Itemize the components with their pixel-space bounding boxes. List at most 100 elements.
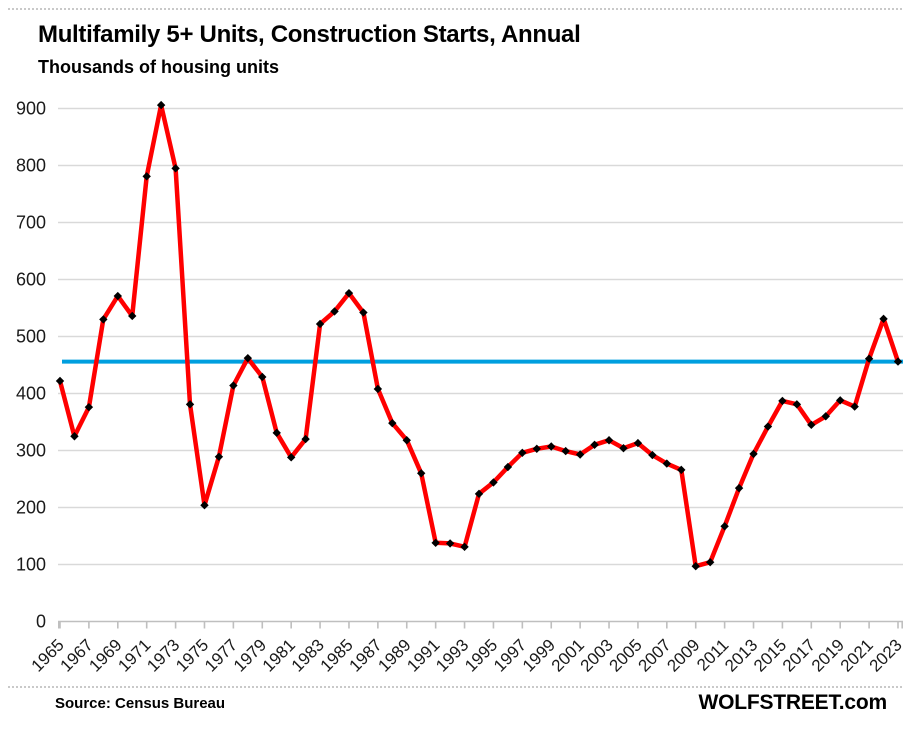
data-point <box>272 428 281 438</box>
x-axis-label: 1967 <box>57 635 97 675</box>
data-point <box>633 438 643 448</box>
y-axis-label: 700 <box>16 213 46 233</box>
data-point <box>561 446 570 456</box>
top-dotted-border <box>8 8 902 10</box>
data-point <box>229 381 238 390</box>
data-point <box>807 420 816 430</box>
data-point <box>243 353 253 363</box>
data-point <box>518 448 527 457</box>
y-axis-label: 600 <box>16 270 46 290</box>
data-point <box>55 376 65 386</box>
data-point <box>301 434 310 444</box>
data-point <box>604 436 614 445</box>
chart-subtitle: Thousands of housing units <box>38 57 279 77</box>
data-point <box>590 440 599 449</box>
data-point <box>359 308 368 317</box>
data-point <box>677 465 686 475</box>
data-point <box>460 542 469 552</box>
x-axis-label: 1971 <box>114 635 154 675</box>
data-point <box>489 478 498 487</box>
data-point <box>344 288 354 298</box>
x-axis-label: 1975 <box>172 635 212 675</box>
chart-title: Multifamily 5+ Units, Construction Start… <box>38 21 581 48</box>
data-point <box>286 453 296 462</box>
data-point <box>763 422 773 431</box>
y-axis-label: 200 <box>16 498 46 518</box>
x-axis-label: 2003 <box>577 635 617 675</box>
data-point <box>156 100 166 110</box>
x-axis-label: 2019 <box>808 635 848 675</box>
data-point <box>864 354 874 363</box>
wolfstreet-brand: WOLFSTREET.com <box>698 691 887 714</box>
data-point <box>113 291 122 301</box>
data-point <box>70 432 79 441</box>
y-axis-label: 800 <box>16 156 46 176</box>
data-point <box>662 459 672 468</box>
data-point <box>388 418 397 428</box>
data-point <box>720 522 729 531</box>
data-point <box>532 444 541 453</box>
y-axis-label: 400 <box>16 384 46 404</box>
x-axis-label: 1987 <box>346 635 386 675</box>
data-point <box>575 450 585 459</box>
x-axis-label: 1983 <box>288 635 328 675</box>
data-point <box>185 400 195 409</box>
x-axis-label: 2015 <box>750 635 790 675</box>
y-axis-label: 100 <box>16 555 46 575</box>
data-point <box>474 489 484 499</box>
data-point <box>850 402 859 411</box>
data-point <box>99 315 108 324</box>
data-point <box>734 483 744 493</box>
data-point <box>547 442 556 451</box>
data-point <box>417 469 426 478</box>
x-axis-label: 2013 <box>721 635 761 675</box>
y-axis-label: 900 <box>16 99 46 119</box>
x-axis-label: 1997 <box>490 635 530 675</box>
source-credit: Source: Census Bureau <box>55 695 226 712</box>
data-point <box>648 450 657 460</box>
x-axis-label: 1985 <box>317 635 357 675</box>
x-axis-label: 2001 <box>548 635 588 675</box>
x-axis-label: 1999 <box>519 635 559 675</box>
data-point <box>749 449 758 459</box>
x-axis-label: 2005 <box>606 635 646 675</box>
data-point <box>893 357 903 366</box>
data-point <box>258 372 267 382</box>
data-point <box>330 307 339 316</box>
x-axis-label: 1965 <box>28 635 68 675</box>
data-point <box>373 384 383 394</box>
data-point <box>214 452 224 461</box>
y-axis-label: 500 <box>16 327 46 347</box>
x-axis-label: 1969 <box>85 635 125 675</box>
x-axis-label: 2021 <box>837 635 877 675</box>
data-point <box>142 172 151 181</box>
x-axis-label: 1993 <box>432 635 472 675</box>
x-axis-label: 1973 <box>143 635 183 675</box>
bottom-dotted-border <box>8 686 902 688</box>
data-point <box>84 402 94 412</box>
data-point <box>431 538 440 548</box>
data-point <box>445 539 455 548</box>
x-axis-label: 1995 <box>461 635 501 675</box>
x-axis-label: 2009 <box>663 635 703 675</box>
data-point <box>503 462 513 472</box>
data-point <box>171 164 180 173</box>
data-point <box>836 396 845 405</box>
x-axis-label: 1981 <box>259 635 299 675</box>
x-axis-label: 1989 <box>374 635 414 675</box>
data-point <box>619 444 628 453</box>
data-point <box>821 412 830 421</box>
data-point <box>315 319 325 329</box>
x-axis-label: 1979 <box>230 635 270 675</box>
data-point <box>200 501 209 510</box>
data-point <box>128 311 137 321</box>
y-axis-label: 0 <box>36 612 46 632</box>
data-point <box>402 436 411 445</box>
data-point <box>691 562 700 571</box>
x-axis-label: 1977 <box>201 635 241 675</box>
x-axis-label: 2023 <box>866 635 906 675</box>
data-point <box>705 558 715 567</box>
data-point <box>879 314 888 324</box>
